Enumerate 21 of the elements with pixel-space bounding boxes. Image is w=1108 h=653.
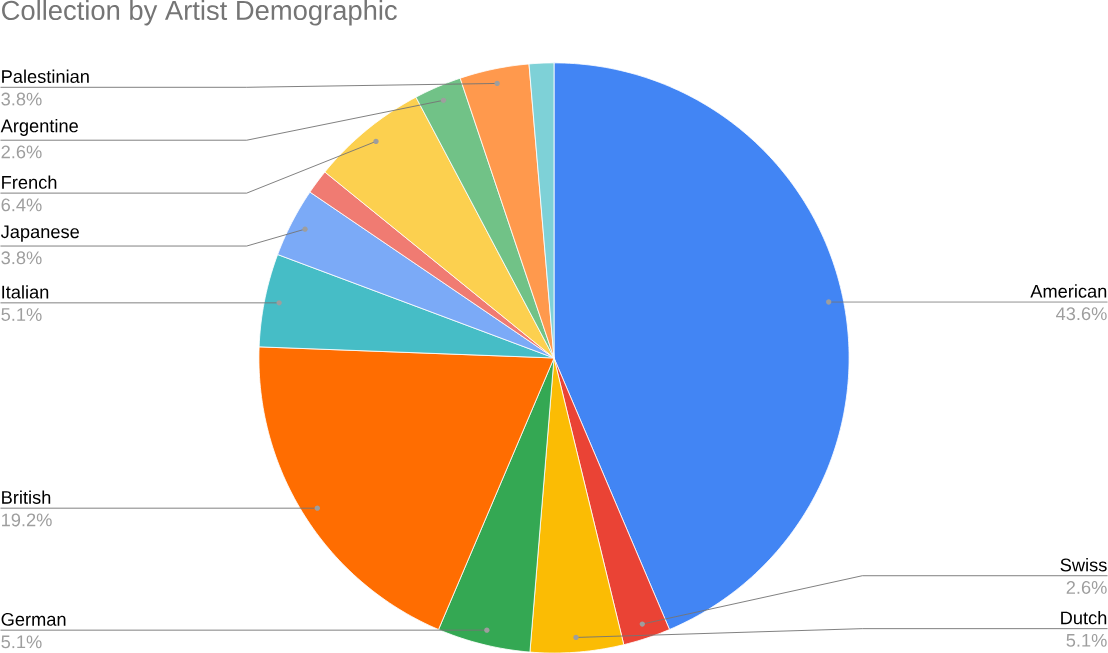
slice-label: Argentine — [0, 118, 78, 136]
slice-label: Palestinian — [2, 69, 89, 83]
data-label: 2.6% — [1066, 580, 1107, 594]
data-label: 6.4% — [1, 198, 42, 212]
data-label: 5.1% — [1, 635, 42, 649]
slice-label: German — [1, 612, 66, 626]
slice-label: British — [2, 490, 51, 504]
data-label: 3.8% — [1, 92, 42, 106]
slice-label: Japanese — [0, 225, 79, 242]
slice-label: Dutch — [1061, 610, 1107, 625]
slice-label: Italian — [2, 284, 49, 299]
chart-title: Collection by Artist Demographic — [2, 0, 397, 26]
data-label: 5.1% — [1, 307, 42, 321]
data-label: 3.8% — [1, 251, 42, 265]
data-label: 5.1% — [1066, 633, 1107, 647]
slice-label: Swiss — [1060, 557, 1107, 572]
data-label: 19.2% — [2, 513, 52, 527]
slice-label: French — [2, 175, 57, 189]
slice-label: American — [1030, 284, 1107, 298]
data-label: 2.6% — [1, 145, 42, 159]
data-label: 43.6% — [1056, 307, 1107, 320]
